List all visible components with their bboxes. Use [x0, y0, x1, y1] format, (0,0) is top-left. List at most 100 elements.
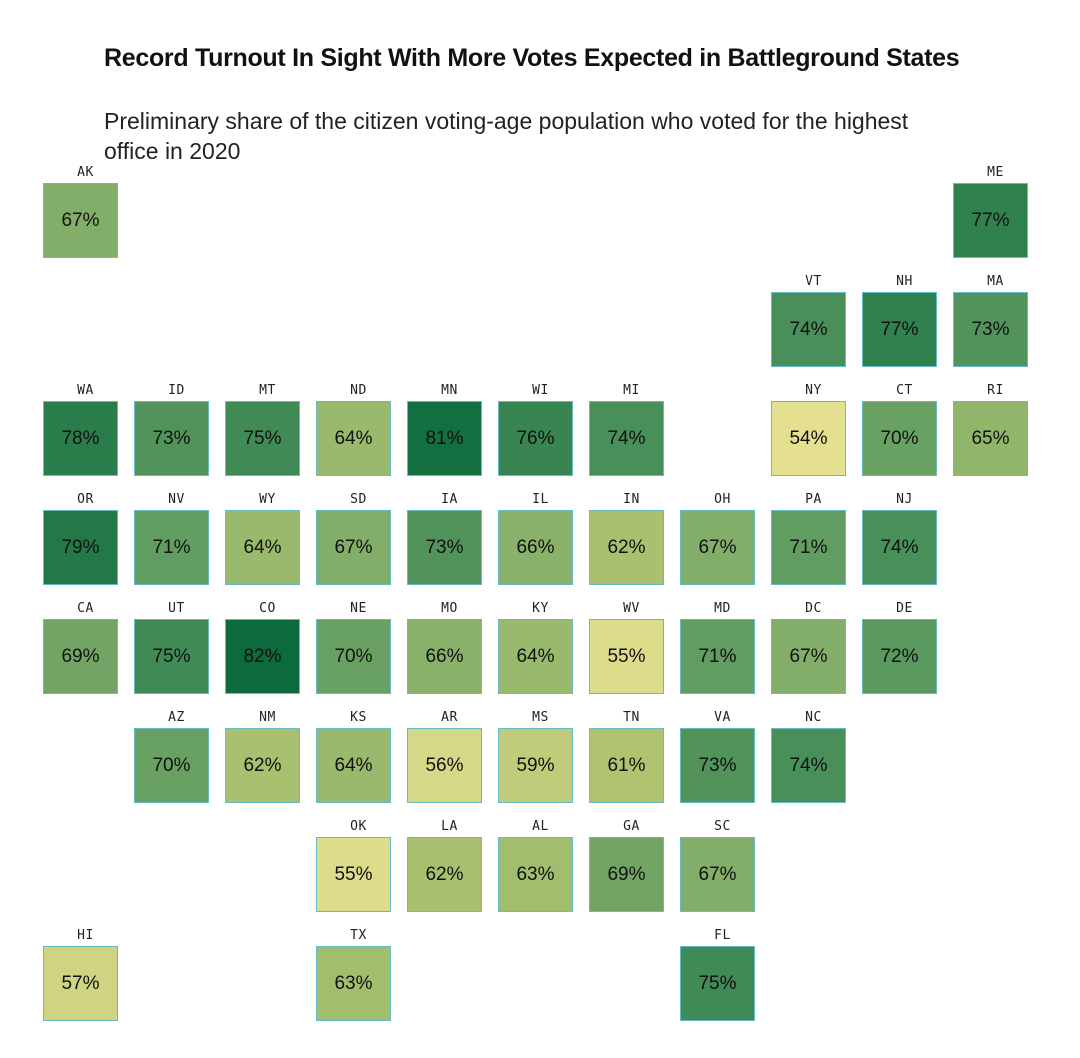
state-abbr-md: MD	[714, 601, 731, 616]
state-tile-id: ID 73%	[131, 384, 222, 484]
state-abbr-de: DE	[896, 601, 913, 616]
state-tile-md: MD 71%	[677, 602, 768, 702]
state-tile-ca: CA 69%	[40, 602, 131, 702]
state-value-md: 71%	[698, 646, 737, 667]
state-value-co: 82%	[243, 646, 282, 667]
state-abbr-wa: WA	[77, 383, 94, 398]
state-abbr-co: CO	[259, 601, 276, 616]
state-tile-ut: UT 75%	[131, 602, 222, 702]
state-tile-wv: WV 55%	[586, 602, 677, 702]
state-abbr-ia: IA	[441, 492, 458, 507]
state-abbr-id: ID	[168, 383, 185, 398]
state-abbr-ut: UT	[168, 601, 185, 616]
state-value-ks: 64%	[334, 755, 373, 776]
state-box-tn: 61%	[589, 728, 664, 803]
state-abbr-nj: NJ	[896, 492, 913, 507]
state-tile-ak: AK 67%	[40, 166, 131, 266]
state-box-nj: 74%	[862, 510, 937, 585]
state-tile-nm: NM 62%	[222, 711, 313, 811]
state-tile-oh: OH 67%	[677, 493, 768, 593]
state-value-wv: 55%	[607, 646, 646, 667]
state-box-de: 72%	[862, 619, 937, 694]
state-tile-or: OR 79%	[40, 493, 131, 593]
state-abbr-ok: OK	[350, 819, 367, 834]
state-tile-mt: MT 75%	[222, 384, 313, 484]
state-abbr-in: IN	[623, 492, 640, 507]
state-abbr-tx: TX	[350, 928, 367, 943]
state-box-ms: 59%	[498, 728, 573, 803]
state-box-co: 82%	[225, 619, 300, 694]
state-value-ia: 73%	[425, 537, 464, 558]
state-value-ca: 69%	[61, 646, 100, 667]
state-value-pa: 71%	[789, 537, 828, 558]
state-tile-la: LA 62%	[404, 820, 495, 920]
state-tile-mo: MO 66%	[404, 602, 495, 702]
state-tile-al: AL 63%	[495, 820, 586, 920]
state-value-me: 77%	[971, 210, 1010, 231]
state-box-hi: 57%	[43, 946, 118, 1021]
state-tile-mi: MI 74%	[586, 384, 677, 484]
state-value-nh: 77%	[880, 319, 919, 340]
state-tile-vt: VT 74%	[768, 275, 859, 375]
state-value-oh: 67%	[698, 537, 737, 558]
state-abbr-oh: OH	[714, 492, 731, 507]
state-box-or: 79%	[43, 510, 118, 585]
state-box-la: 62%	[407, 837, 482, 912]
state-tile-va: VA 73%	[677, 711, 768, 811]
state-value-va: 73%	[698, 755, 737, 776]
state-abbr-nd: ND	[350, 383, 367, 398]
state-tile-co: CO 82%	[222, 602, 313, 702]
state-tile-ia: IA 73%	[404, 493, 495, 593]
state-value-nm: 62%	[243, 755, 282, 776]
state-box-ma: 73%	[953, 292, 1028, 367]
state-value-ut: 75%	[152, 646, 191, 667]
state-abbr-mn: MN	[441, 383, 458, 398]
state-tile-ga: GA 69%	[586, 820, 677, 920]
state-box-ok: 55%	[316, 837, 391, 912]
state-box-ga: 69%	[589, 837, 664, 912]
state-value-wa: 78%	[61, 428, 100, 449]
state-abbr-ks: KS	[350, 710, 367, 725]
state-abbr-mo: MO	[441, 601, 458, 616]
state-box-ak: 67%	[43, 183, 118, 258]
state-value-ar: 56%	[425, 755, 464, 776]
state-tile-ar: AR 56%	[404, 711, 495, 811]
state-tile-tx: TX 63%	[313, 929, 404, 1029]
state-box-az: 70%	[134, 728, 209, 803]
state-box-tx: 63%	[316, 946, 391, 1021]
state-abbr-ri: RI	[987, 383, 1004, 398]
state-box-fl: 75%	[680, 946, 755, 1021]
state-abbr-al: AL	[532, 819, 549, 834]
state-box-wi: 76%	[498, 401, 573, 476]
state-box-nh: 77%	[862, 292, 937, 367]
state-abbr-pa: PA	[805, 492, 822, 507]
state-box-sc: 67%	[680, 837, 755, 912]
state-box-ar: 56%	[407, 728, 482, 803]
state-tile-me: ME 77%	[950, 166, 1041, 266]
state-box-mt: 75%	[225, 401, 300, 476]
state-abbr-or: OR	[77, 492, 94, 507]
state-abbr-vt: VT	[805, 274, 822, 289]
state-value-id: 73%	[152, 428, 191, 449]
state-value-ms: 59%	[516, 755, 555, 776]
state-box-md: 71%	[680, 619, 755, 694]
state-box-ks: 64%	[316, 728, 391, 803]
state-value-sd: 67%	[334, 537, 373, 558]
state-box-ne: 70%	[316, 619, 391, 694]
state-box-mn: 81%	[407, 401, 482, 476]
state-abbr-ga: GA	[623, 819, 640, 834]
state-value-tx: 63%	[334, 973, 373, 994]
state-box-mo: 66%	[407, 619, 482, 694]
state-abbr-ne: NE	[350, 601, 367, 616]
state-box-al: 63%	[498, 837, 573, 912]
state-abbr-hi: HI	[77, 928, 94, 943]
state-box-ny: 54%	[771, 401, 846, 476]
state-box-id: 73%	[134, 401, 209, 476]
state-value-ny: 54%	[789, 428, 828, 449]
state-value-hi: 57%	[61, 973, 100, 994]
state-value-nd: 64%	[334, 428, 373, 449]
state-box-il: 66%	[498, 510, 573, 585]
state-abbr-mi: MI	[623, 383, 640, 398]
state-box-ca: 69%	[43, 619, 118, 694]
state-value-ga: 69%	[607, 864, 646, 885]
